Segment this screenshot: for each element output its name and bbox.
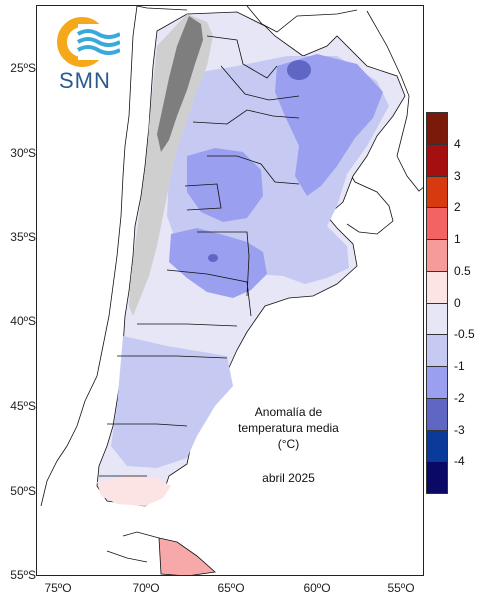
lon-label-75o: 75ºO xyxy=(44,581,72,595)
andes-relief-light xyxy=(129,14,213,316)
legend-label: -0.5 xyxy=(454,327,475,342)
anomaly-zone-minus1-south xyxy=(111,336,233,468)
legend-label: 3 xyxy=(454,168,461,183)
legend-swatch xyxy=(426,270,448,304)
lat-label-45s: 45ºS xyxy=(10,399,36,413)
legend-swatch xyxy=(426,461,448,494)
annotation-title: Anomalía de temperatura media (°C) xyxy=(238,405,339,451)
anomaly-zone-minus2-pampas xyxy=(187,148,263,222)
tierra-del-fuego xyxy=(158,537,216,575)
anomaly-zone-plus05-south xyxy=(97,476,171,506)
legend-swatch xyxy=(426,239,448,272)
legend-swatch xyxy=(426,429,448,463)
neighbor-boundary-uruguay xyxy=(342,161,394,235)
legend-label: 0 xyxy=(454,295,461,310)
legend-swatch xyxy=(426,143,448,177)
anomaly-zone-minus3-north xyxy=(287,60,311,80)
legend-label: 4 xyxy=(454,136,461,151)
lon-label-55o: 55ºO xyxy=(387,581,415,595)
legend-swatch xyxy=(426,112,448,145)
legend-swatch xyxy=(426,207,448,240)
legend-swatch xyxy=(426,302,448,336)
lon-label-60o: 60ºO xyxy=(303,581,331,595)
tierra-del-fuego-chile-part xyxy=(106,531,160,563)
lat-label-30s: 30ºS xyxy=(10,146,36,160)
annotation-date: abril 2025 xyxy=(262,471,315,485)
smn-logo-icon xyxy=(57,17,120,67)
legend-swatch xyxy=(426,397,448,431)
legend-label: -4 xyxy=(454,454,465,469)
legend-label: 1 xyxy=(454,232,461,246)
anomaly-zone-minus3-center xyxy=(208,254,218,262)
color-legend: 4 3 2 1 0.5 0 -0.5 -1 -2 -3 -4 xyxy=(426,112,475,494)
lon-label-65o: 65ºO xyxy=(217,581,245,595)
lat-label-40s: 40ºS xyxy=(10,314,36,328)
smn-logo-text: SMN xyxy=(59,68,111,93)
legend-swatch xyxy=(426,334,448,367)
legend-swatch xyxy=(426,175,448,209)
lon-label-70o: 70ºO xyxy=(132,581,160,595)
map-frame xyxy=(36,5,424,576)
neighbor-boundary-brazil xyxy=(366,10,423,192)
legend-label: 0.5 xyxy=(454,263,471,278)
lat-label-50s: 50ºS xyxy=(10,484,36,498)
map-annotation: Anomalía de temperatura media (°C) abril… xyxy=(226,404,351,486)
lat-label-25s: 25ºS xyxy=(10,61,36,75)
legend-swatch xyxy=(426,366,448,399)
neighbor-boundary-bolivia xyxy=(136,6,358,33)
neighbor-boundary-chile xyxy=(40,6,138,507)
legend-label: 2 xyxy=(454,200,461,215)
legend-label: -2 xyxy=(454,390,465,405)
province-boundaries xyxy=(99,35,300,477)
anomaly-zone-minus2-center xyxy=(169,228,267,298)
legend-label: -1 xyxy=(454,359,465,373)
anomaly-zone-minus2-northeast xyxy=(275,54,383,196)
argentina-anomaly-map xyxy=(40,6,423,575)
lat-label-55s: 55ºS xyxy=(10,568,36,582)
andes-relief-dark xyxy=(157,16,203,152)
legend-label: -3 xyxy=(454,422,465,437)
lat-label-35s: 35ºS xyxy=(10,230,36,244)
